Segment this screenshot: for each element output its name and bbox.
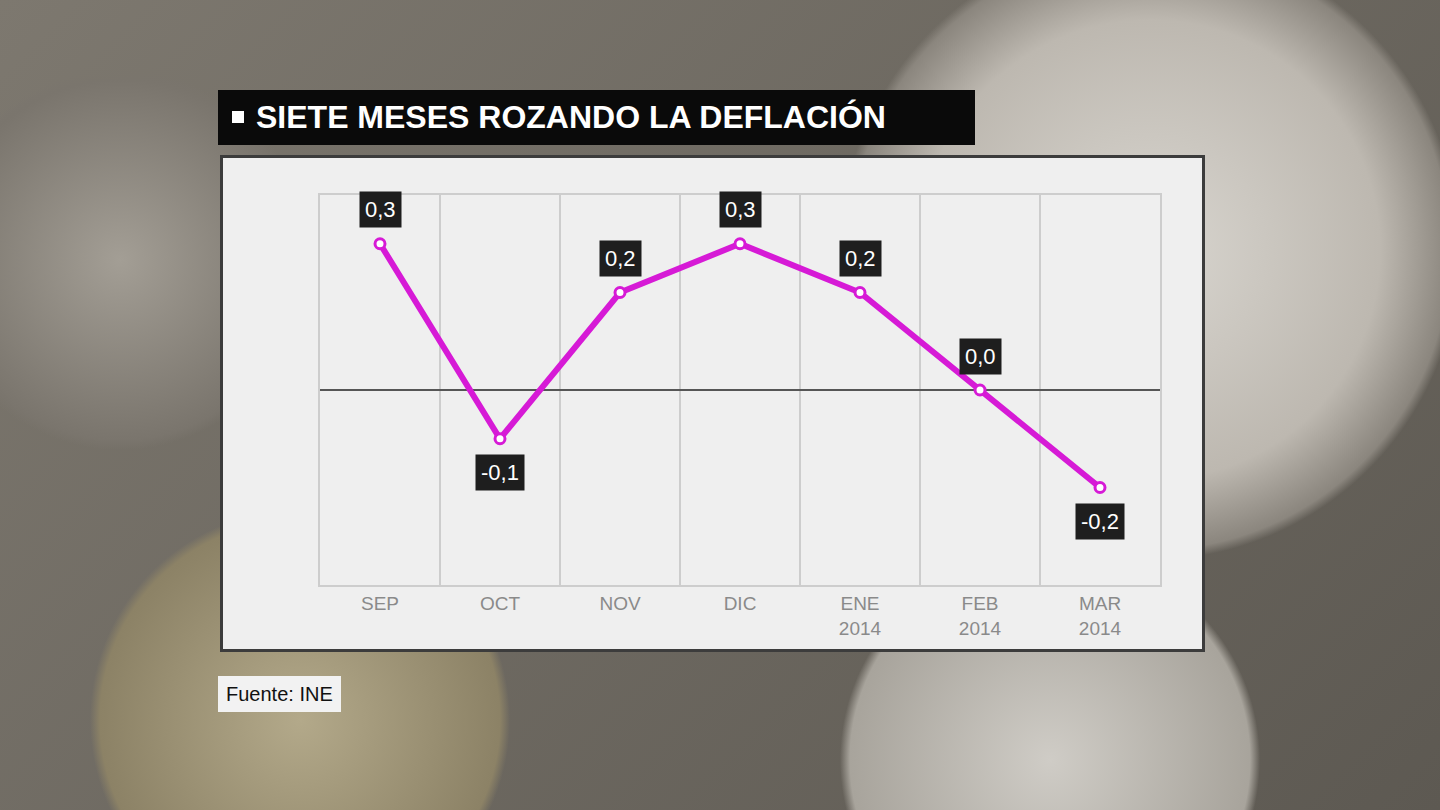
svg-text:-0,2: -0,2 xyxy=(1081,509,1119,534)
html-text:Fuente: INE: Fuente: INE xyxy=(226,683,333,705)
svg-text:DIC: DIC xyxy=(724,593,757,614)
svg-text:ENE2014: ENE2014 xyxy=(839,593,882,639)
svg-text:-0,1: -0,1 xyxy=(481,460,519,485)
svg-text:0,3: 0,3 xyxy=(725,197,756,222)
svg-text:MAR2014: MAR2014 xyxy=(1079,593,1122,639)
svg-text:FEB2014: FEB2014 xyxy=(959,593,1002,639)
svg-text:OCT: OCT xyxy=(480,593,521,614)
svg-text:0,3: 0,3 xyxy=(365,197,396,222)
svg-text:NOV: NOV xyxy=(599,593,641,614)
svg-text:0,2: 0,2 xyxy=(845,246,876,271)
html-text:SIETE MESES ROZANDO LA DEFLACI: SIETE MESES ROZANDO LA DEFLACIÓN xyxy=(256,99,886,135)
svg-text:0,2: 0,2 xyxy=(605,246,636,271)
svg-text:SEP: SEP xyxy=(361,593,399,614)
svg-text:0,0: 0,0 xyxy=(965,344,996,369)
